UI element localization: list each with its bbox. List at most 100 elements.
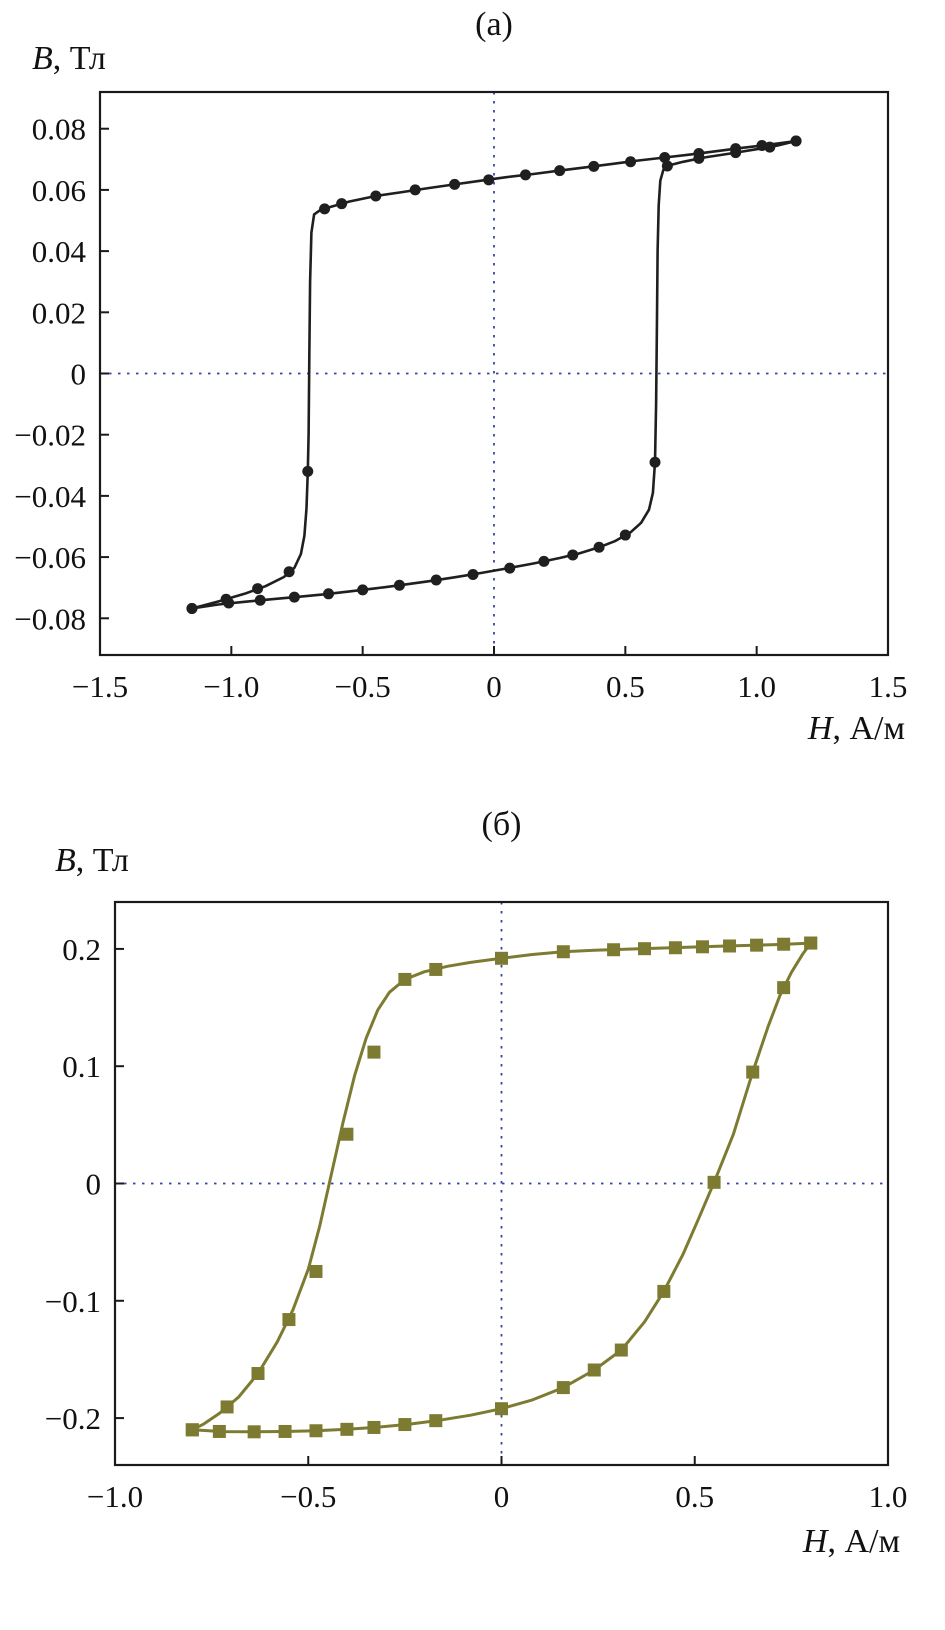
data-point-square-marker bbox=[212, 1424, 226, 1438]
x-axis-unit: , А/м bbox=[827, 1523, 900, 1560]
axis-ticks bbox=[114, 947, 889, 1465]
data-point-square-marker bbox=[340, 1422, 354, 1436]
data-point-circle-marker bbox=[357, 584, 369, 596]
zero-axis-lines bbox=[100, 92, 888, 655]
data-point-circle-marker bbox=[302, 465, 314, 477]
data-point-circle-marker bbox=[430, 574, 442, 586]
y-tick-label: 0.1 bbox=[62, 1049, 101, 1084]
zero-axis-lines bbox=[115, 902, 888, 1465]
x-tick-label: 0.5 bbox=[675, 1479, 714, 1514]
data-point-square-marker bbox=[398, 972, 412, 986]
y-tick-label: −0.06 bbox=[14, 540, 86, 575]
data-point-square-marker bbox=[429, 1414, 443, 1428]
data-point-circle-marker bbox=[252, 583, 264, 595]
y-axis-unit: , Тл bbox=[52, 40, 106, 77]
y-tick-label: 0.08 bbox=[32, 112, 86, 147]
tick-labels: −1.0 −0.5 0 0.5 1.0 0.2 0.1 0 −0.1 −0.2 bbox=[45, 932, 908, 1514]
data-point-square-marker bbox=[777, 981, 791, 995]
data-point-square-marker bbox=[367, 1420, 381, 1434]
x-tick-label: −1.5 bbox=[72, 669, 128, 704]
data-point-square-marker bbox=[607, 943, 621, 957]
series-line bbox=[190, 941, 813, 1432]
data-point-square-marker bbox=[723, 939, 737, 953]
y-tick-label: 0.04 bbox=[32, 234, 87, 269]
data-point-circle-marker bbox=[538, 555, 550, 567]
data-point-square-marker bbox=[251, 1367, 265, 1381]
data-point-square-marker bbox=[340, 1127, 354, 1141]
data-point-circle-marker bbox=[393, 579, 405, 591]
data-point-circle-marker bbox=[288, 591, 300, 603]
data-point-circle-marker bbox=[449, 178, 461, 190]
hysteresis-loop-chart-b: (б) B, Тл −1.0 −0.5 0 0.5 1.0 0.2 0.1 0 −0.1 −0.2… bbox=[0, 790, 945, 1630]
x-axis-unit: , А/м bbox=[832, 710, 905, 747]
data-point-square-marker bbox=[746, 1065, 760, 1079]
series-ascending-branch bbox=[186, 135, 802, 614]
data-point-square-marker bbox=[707, 1175, 721, 1189]
data-point-circle-marker bbox=[764, 141, 776, 153]
data-point-square-marker bbox=[367, 1045, 381, 1059]
chart-b-y-axis-label: B, Тл bbox=[55, 842, 129, 879]
y-tick-label: 0.06 bbox=[32, 173, 86, 208]
data-point-circle-marker bbox=[504, 562, 516, 574]
x-tick-label: 1.0 bbox=[737, 669, 776, 704]
series-descending-branch bbox=[185, 936, 818, 1437]
data-point-square-marker bbox=[668, 941, 682, 955]
data-point-circle-marker bbox=[588, 160, 600, 172]
data-point-square-marker bbox=[247, 1425, 261, 1439]
chart-a-title: (а) bbox=[475, 6, 513, 43]
y-tick-label: 0.2 bbox=[62, 932, 101, 967]
x-tick-label: −0.5 bbox=[280, 1479, 336, 1514]
axis-ticks bbox=[99, 127, 889, 655]
series-descending-branch bbox=[186, 135, 802, 614]
data-point-square-marker bbox=[638, 942, 652, 956]
data-point-square-marker bbox=[587, 1363, 601, 1377]
y-tick-label: 0.02 bbox=[32, 295, 86, 330]
data-point-square-marker bbox=[750, 938, 764, 952]
x-tick-label: −1.0 bbox=[87, 1479, 143, 1514]
data-point-square-marker bbox=[556, 1381, 570, 1395]
data-point-square-marker bbox=[185, 1423, 199, 1437]
data-point-square-marker bbox=[614, 1343, 628, 1357]
data-point-square-marker bbox=[278, 1424, 292, 1438]
data-point-square-marker bbox=[429, 962, 443, 976]
y-tick-label: −0.2 bbox=[45, 1401, 101, 1436]
y-axis-variable: B bbox=[32, 40, 53, 77]
chart-a-y-axis-label: B, Тл bbox=[32, 40, 106, 77]
data-point-circle-marker bbox=[186, 602, 198, 614]
x-tick-label: 0.5 bbox=[606, 669, 645, 704]
data-point-square-marker bbox=[804, 936, 818, 950]
data-point-square-marker bbox=[695, 940, 709, 954]
data-point-square-marker bbox=[657, 1284, 671, 1298]
y-tick-label: 0 bbox=[86, 1167, 102, 1202]
data-point-circle-marker bbox=[659, 151, 671, 163]
data-point-circle-marker bbox=[730, 147, 742, 159]
y-tick-label: −0.04 bbox=[14, 479, 86, 514]
data-point-square-marker bbox=[495, 951, 508, 965]
data-point-circle-marker bbox=[520, 169, 532, 181]
data-point-square-marker bbox=[309, 1264, 323, 1278]
x-tick-label: 1.5 bbox=[869, 669, 908, 704]
chart-a-plot-area: −1.5 −1.0 −0.5 0 0.5 1.0 1.5 0.08 0.06 0.04 0.02 0 −… bbox=[14, 90, 908, 704]
data-point-circle-marker bbox=[283, 566, 295, 578]
series-line bbox=[190, 139, 798, 610]
data-point-circle-marker bbox=[790, 135, 802, 147]
y-axis-variable: B bbox=[55, 842, 76, 879]
data-point-square-marker bbox=[495, 1402, 508, 1416]
chart-b-x-axis-label: H, А/м bbox=[803, 1523, 900, 1560]
y-tick-label: 0 bbox=[71, 357, 87, 392]
y-axis-unit: , Тл bbox=[75, 842, 129, 879]
y-tick-label: −0.08 bbox=[14, 601, 86, 636]
x-axis-variable: H bbox=[802, 1523, 828, 1560]
data-point-circle-marker bbox=[483, 174, 495, 186]
data-point-circle-marker bbox=[554, 165, 566, 177]
x-axis-variable: H bbox=[807, 710, 833, 747]
data-point-circle-marker bbox=[319, 203, 331, 215]
data-point-circle-marker bbox=[593, 541, 605, 553]
data-point-circle-marker bbox=[323, 588, 335, 600]
data-point-square-marker bbox=[556, 945, 570, 959]
x-tick-label: 1.0 bbox=[869, 1479, 908, 1514]
x-tick-label: 0 bbox=[486, 669, 502, 704]
data-point-square-marker bbox=[282, 1313, 296, 1327]
x-tick-label: −1.0 bbox=[203, 669, 259, 704]
